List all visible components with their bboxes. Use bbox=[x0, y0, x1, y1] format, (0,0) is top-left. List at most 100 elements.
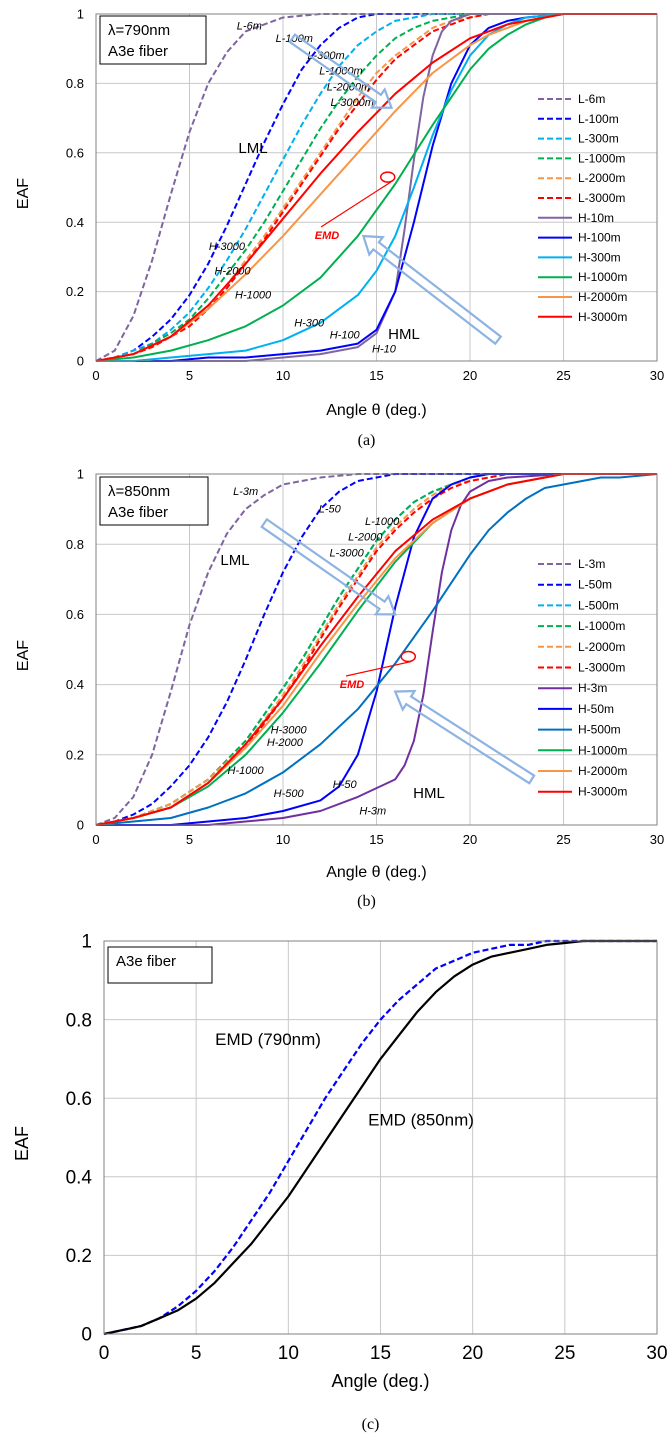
x-tick-label: 10 bbox=[276, 368, 290, 383]
curve-annotation: L-3000m bbox=[330, 97, 373, 109]
x-tick-label: 0 bbox=[92, 832, 99, 847]
x-tick-label: 0 bbox=[92, 368, 99, 383]
y-tick-label: 1 bbox=[77, 7, 84, 22]
legend-label: H-1000m bbox=[578, 270, 627, 284]
y-tick-label: 0.6 bbox=[66, 1089, 92, 1110]
emd-marker bbox=[379, 171, 396, 183]
curve-annotation: H-3m bbox=[359, 805, 386, 817]
legend-label: L-2000m bbox=[578, 171, 625, 185]
x-tick-label: 30 bbox=[650, 368, 664, 383]
legend-label: L-2000m bbox=[578, 640, 625, 654]
x-tick-label: 15 bbox=[370, 1343, 391, 1364]
info-box bbox=[107, 946, 213, 984]
legend-label: H-10m bbox=[578, 211, 614, 225]
y-tick-label: 0.2 bbox=[66, 1246, 92, 1267]
legend-label: L-100m bbox=[578, 112, 619, 126]
plot-frame bbox=[103, 940, 658, 1335]
legend-label: L-300m bbox=[578, 132, 619, 146]
emd-leader-line bbox=[320, 181, 392, 228]
lml-label: LML bbox=[238, 140, 267, 157]
x-axis-label: Angle θ (deg.) bbox=[326, 864, 427, 881]
curve-annotation: H-1000 bbox=[228, 765, 265, 777]
curve-annotation: H-2000 bbox=[214, 265, 251, 277]
curve-annotation: H-50 bbox=[333, 779, 358, 791]
series-line-h-3m bbox=[96, 473, 657, 826]
curve-annotation: L-2000 bbox=[348, 532, 383, 544]
x-tick-label: 20 bbox=[463, 368, 477, 383]
y-tick-label: 0.6 bbox=[66, 607, 84, 622]
emd-leader-line bbox=[345, 660, 412, 677]
series-line-h-3000m bbox=[95, 13, 657, 362]
x-tick-label: 0 bbox=[99, 1343, 110, 1364]
hml-label: HML bbox=[388, 326, 420, 343]
y-axis-label: EAF bbox=[12, 1126, 32, 1161]
y-tick-label: 0.8 bbox=[66, 537, 84, 552]
lml-arrow bbox=[288, 33, 394, 109]
x-axis-label: Angle θ (deg.) bbox=[326, 402, 427, 419]
emd-label: EMD bbox=[340, 679, 365, 691]
legend-label: H-3m bbox=[578, 681, 607, 695]
legend-label: L-3000m bbox=[578, 191, 625, 205]
y-tick-label: 0.4 bbox=[66, 215, 84, 230]
x-tick-label: 30 bbox=[646, 1343, 667, 1364]
curve-annotation: L-3m bbox=[233, 486, 258, 498]
legend-label: L-50m bbox=[578, 578, 612, 592]
info-box bbox=[99, 476, 209, 526]
info-box-text: λ=790nm bbox=[108, 22, 170, 39]
legend-label: L-3m bbox=[578, 557, 605, 571]
x-tick-label: 10 bbox=[276, 832, 290, 847]
y-tick-label: 1 bbox=[77, 467, 84, 482]
legend-label: L-3000m bbox=[578, 661, 625, 675]
legend-label: H-2000m bbox=[578, 764, 627, 778]
plot-frame bbox=[95, 13, 658, 362]
series-line-l-6m bbox=[95, 13, 657, 362]
emd-label: EMD bbox=[315, 230, 340, 242]
curve-annotation: H-300 bbox=[294, 317, 325, 329]
x-tick-label: 20 bbox=[463, 832, 477, 847]
y-tick-label: 0 bbox=[77, 818, 84, 833]
series-line-h-100m bbox=[96, 13, 657, 362]
x-tick-label: 5 bbox=[191, 1343, 202, 1364]
y-axis-label: EAF bbox=[15, 178, 32, 209]
chart-panel-c: 0 5 10 15 20 25 30 0 0.2 0.4 0.6 0.8 1 Angle (deg.) EA… bbox=[12, 932, 668, 1433]
series-label-emd-790: EMD (790nm) bbox=[215, 1030, 321, 1049]
legend-label: H-50m bbox=[578, 702, 614, 716]
y-tick-label: 0 bbox=[77, 354, 84, 369]
series-line-l-3000m bbox=[95, 13, 657, 362]
x-axis-label: Angle (deg.) bbox=[331, 1371, 429, 1391]
series-label-emd-850: EMD (850nm) bbox=[368, 1111, 474, 1130]
curve-annotation: H-1000 bbox=[235, 290, 272, 302]
lml-arrow bbox=[260, 517, 397, 616]
panel-caption: (b) bbox=[357, 893, 376, 910]
x-tick-label: 15 bbox=[369, 368, 383, 383]
hml-arrow bbox=[393, 689, 536, 785]
legend-label: L-1000m bbox=[578, 151, 625, 165]
legend-label: H-100m bbox=[578, 231, 621, 245]
emd-marker bbox=[400, 650, 417, 663]
curve-annotation: L-3000 bbox=[329, 547, 364, 559]
hml-arrow bbox=[361, 234, 503, 346]
info-box-text: A3e fiber bbox=[108, 504, 168, 521]
plot-frame bbox=[95, 473, 658, 826]
panel-caption: (a) bbox=[358, 432, 376, 449]
curve-annotation: H-3000 bbox=[271, 725, 308, 737]
legend-label: H-1000m bbox=[578, 743, 627, 757]
y-tick-label: 0 bbox=[81, 1325, 92, 1346]
curve-annotation: H-3000 bbox=[209, 241, 246, 253]
x-tick-label: 25 bbox=[556, 368, 570, 383]
y-tick-label: 0.8 bbox=[66, 76, 84, 91]
y-tick-label: 0.2 bbox=[66, 284, 84, 299]
series-line-h-500m bbox=[95, 473, 658, 826]
series-line-emd-790nm- bbox=[103, 939, 657, 1336]
x-tick-label: 5 bbox=[186, 368, 193, 383]
y-tick-label: 1 bbox=[81, 932, 92, 953]
curve-annotation: H-500 bbox=[274, 788, 305, 800]
chart-panel-a: 0 5 10 15 20 25 30 0 0.2 0.4 0.6 0.8 1 Angle θ (deg.)… bbox=[15, 7, 664, 449]
panel-caption: (c) bbox=[362, 1416, 380, 1433]
x-tick-label: 25 bbox=[554, 1343, 575, 1364]
curve-annotation: H-100 bbox=[330, 329, 361, 341]
curve-annotation: L-50 bbox=[319, 504, 342, 516]
hml-label: HML bbox=[413, 785, 445, 802]
x-tick-label: 25 bbox=[556, 832, 570, 847]
